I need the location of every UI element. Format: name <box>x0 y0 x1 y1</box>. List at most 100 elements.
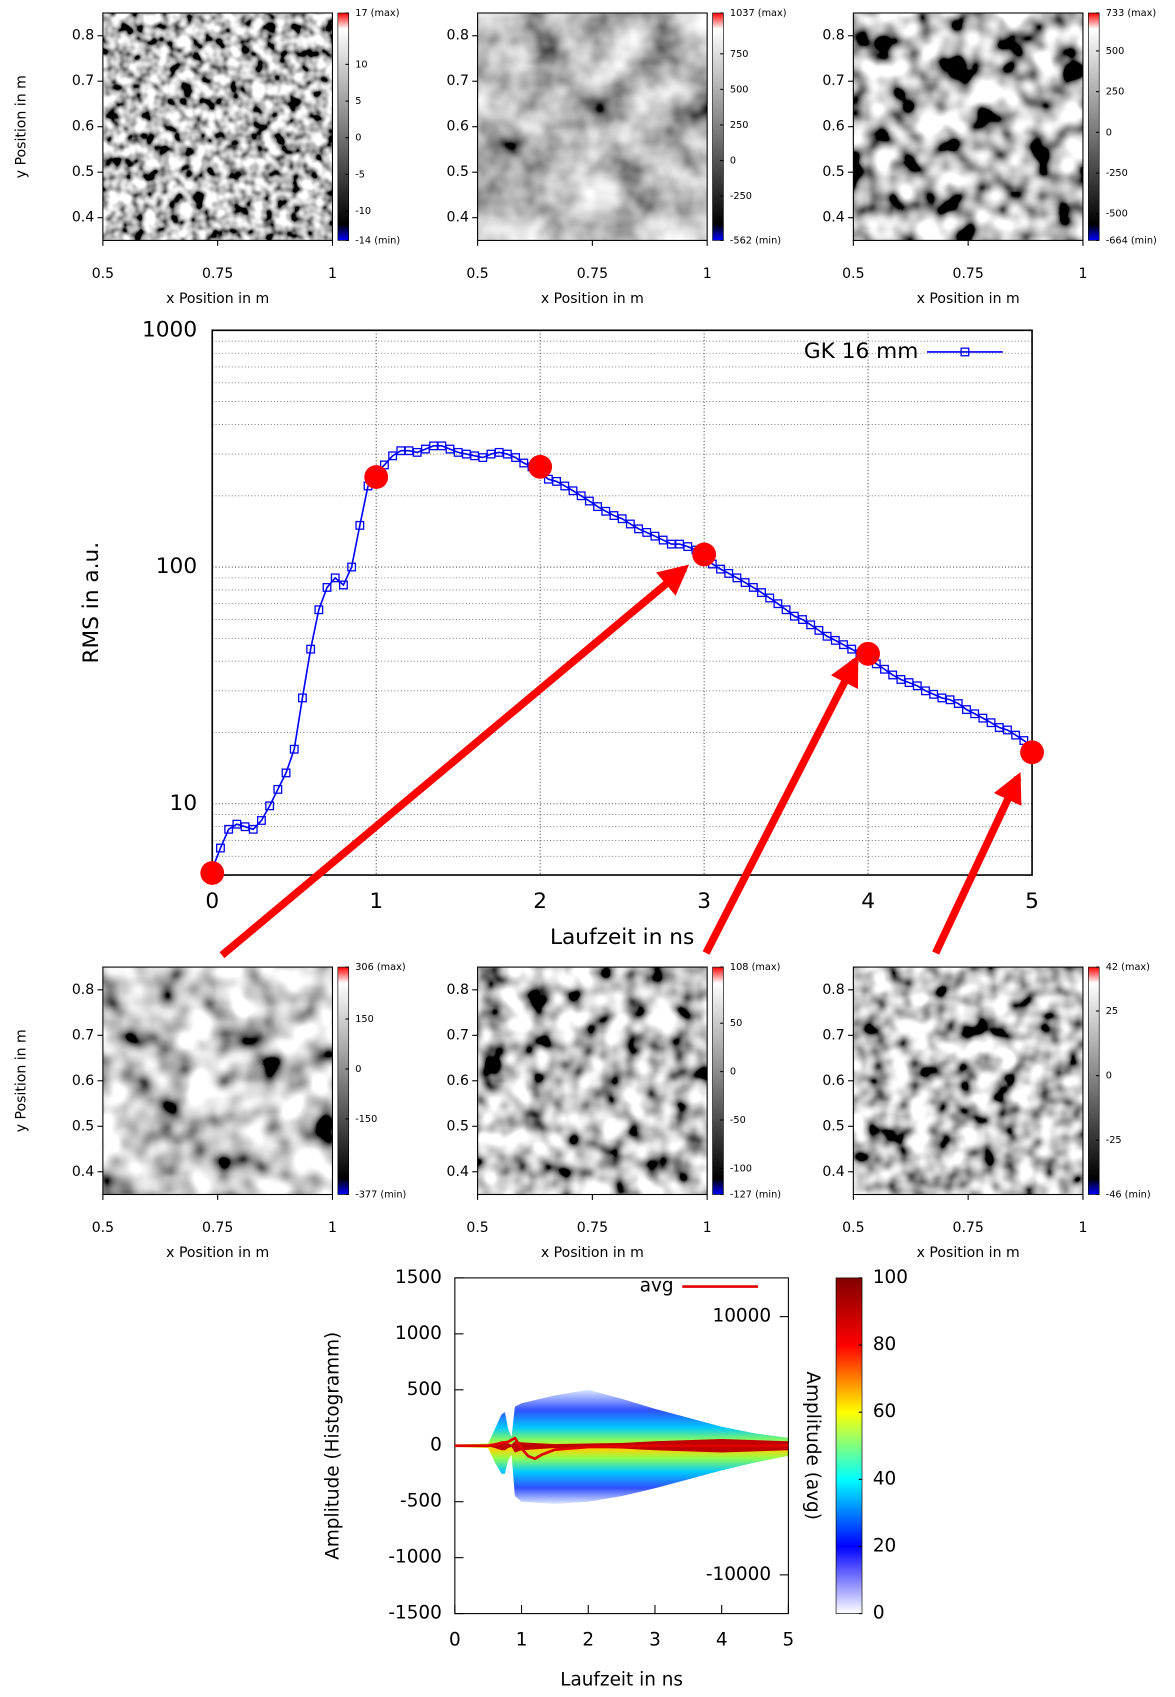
x-tick-label: 3 <box>649 1630 661 1651</box>
colorbar-ticks: -664 (min) -500 -250 0 250 500 733 (max) <box>1095 8 1157 246</box>
colorbar-tick-label: 150 <box>355 1014 374 1025</box>
colorbar-tick-label: -5 <box>355 169 365 180</box>
x-tick-label: 0.75 <box>202 266 233 282</box>
point-marker <box>593 502 603 512</box>
y-tick-label: 0.4 <box>447 1164 469 1180</box>
x-tick-label: 0.5 <box>92 1220 114 1236</box>
point-marker <box>584 496 594 506</box>
colorbar-ticks: -46 (min) -25 0 25 42 (max) <box>1095 962 1151 1201</box>
y-tick-label: -1000 <box>388 1547 441 1568</box>
y-tick-label: 0.5 <box>447 1118 469 1134</box>
x-tick-label: 3 <box>697 889 711 914</box>
y-axis-label: y Position in m <box>14 1029 30 1132</box>
point-marker <box>625 519 635 529</box>
colorbar-tick-label: 40 <box>873 1468 896 1489</box>
heatmap-field <box>477 967 708 1195</box>
y-tick-label: 0.7 <box>72 1027 94 1043</box>
y-tick-label: 10 <box>170 791 198 816</box>
colorbar-ticks: -14 (min) -10 -5 0 5 10 17 (max) <box>345 8 400 246</box>
point-marker <box>986 718 996 728</box>
y-axis-label: Amplitude (Histogramm) <box>323 1332 344 1560</box>
colorbar-ticks: -377 (min) -150 0 150 306 (max) <box>345 962 406 1201</box>
colorbar-tick-label: 108 (max) <box>730 962 780 973</box>
x-tick-label: 0 <box>449 1630 461 1651</box>
y-tick-label: 0.4 <box>822 1164 844 1180</box>
x-tick-label: 2 <box>533 889 547 914</box>
y-tick-label: 0.6 <box>822 119 844 135</box>
colorbar-tick-label: -250 <box>730 191 752 202</box>
x-tick-label: 0.5 <box>842 1220 864 1236</box>
y-axis-label: y Position in m <box>14 75 30 178</box>
x-tick-label: 1 <box>328 266 337 282</box>
point-marker <box>338 580 348 590</box>
arrow <box>702 655 859 955</box>
highlight-point <box>364 465 389 489</box>
x-tick-label: 0.75 <box>577 266 608 282</box>
y-tick-label: 0.6 <box>72 1073 94 1089</box>
y-tick-label: 0.6 <box>447 119 469 135</box>
y-tick-label: 0 <box>430 1435 442 1456</box>
y-tick-label: 0.5 <box>822 164 844 180</box>
point-marker <box>1011 730 1021 740</box>
colorbar <box>337 12 350 241</box>
y-axis-label: RMS in a.u. <box>79 542 104 664</box>
y-tick-label: 0.7 <box>822 1027 844 1043</box>
point-marker <box>330 573 340 583</box>
point-marker <box>552 476 562 486</box>
x-axis-label: x Position in m <box>541 1245 644 1261</box>
heatmap-panel: 0.5 0.75 1 0.4 0.5 0.6 0.7 0.8 x Position in m y … <box>14 962 407 1261</box>
heatmap-field <box>102 13 333 241</box>
colorbar-tick-label: -664 (min) <box>1106 235 1157 246</box>
x-tick-label: 0.75 <box>953 266 984 282</box>
x-axis-label: x Position in m <box>166 1245 269 1261</box>
heatmap-field <box>853 967 1083 1195</box>
x-tick-label: 0.75 <box>953 1220 984 1236</box>
x-tick-label: 1 <box>328 1220 337 1236</box>
point-marker <box>748 583 758 592</box>
heatmap-panel: 0.5 0.75 1 0.4 0.5 0.6 0.7 0.8 x Position in m -6… <box>822 8 1157 307</box>
colorbar-tick-label: 1037 (max) <box>730 8 787 19</box>
point-marker <box>724 568 734 578</box>
x-tick-label: 4 <box>716 1630 728 1651</box>
colorbar-ticks: 0 20 40 60 80 100 <box>858 1267 908 1624</box>
colorbar-ticks: -562 (min) -250 0 250 500 750 1037 (max) <box>720 8 787 246</box>
heatmap-field <box>102 967 333 1195</box>
series-line <box>454 1436 789 1461</box>
colorbar-tick-label: 80 <box>873 1334 896 1355</box>
y-tick-label: -1500 <box>388 1603 441 1624</box>
heatmap-panel: 0.5 0.75 1 0.4 0.5 0.6 0.7 0.8 x Position in m -1… <box>447 962 782 1261</box>
colorbar-tick-label: 0 <box>730 155 736 166</box>
x-tick-label: 0.5 <box>92 266 114 282</box>
heatmap-panel: 0.5 0.75 1 0.4 0.5 0.6 0.7 0.8 x Position in m y … <box>14 8 401 307</box>
x-axis-label: Laufzeit in ns <box>560 1670 683 1691</box>
point-marker <box>765 593 775 603</box>
y-tick-label: 0.8 <box>822 982 844 998</box>
y-tick-label: 0.5 <box>447 164 469 180</box>
y-tick-label: 0.8 <box>447 982 469 998</box>
point-marker <box>773 599 783 609</box>
x-tick-label: 0.5 <box>842 266 864 282</box>
arrow <box>219 564 690 959</box>
y2-tick-label: 10000 <box>712 1306 771 1327</box>
point-marker <box>314 605 324 615</box>
y-tick-label: 0.7 <box>72 73 94 89</box>
x-tick-label: 0.5 <box>466 1220 488 1236</box>
y-tick-label: 0.8 <box>72 982 94 998</box>
heatmap-panel: 0.5 0.75 1 0.4 0.5 0.6 0.7 0.8 x Position in m -4… <box>822 962 1150 1261</box>
colorbar-tick-label: 733 (max) <box>1106 8 1156 19</box>
heatmap-panel: 0.5 0.75 1 0.4 0.5 0.6 0.7 0.8 x Position in m -5… <box>447 8 787 307</box>
colorbar-tick-label: -46 (min) <box>1106 1190 1151 1201</box>
colorbar-tick-label: 50 <box>730 1018 742 1029</box>
point-marker <box>322 583 332 592</box>
point-marker <box>289 744 299 754</box>
point-marker <box>355 520 365 530</box>
point-marker <box>847 644 857 654</box>
point-marker <box>224 824 234 834</box>
colorbar-tick-label: 42 (max) <box>1106 962 1150 973</box>
x-tick-label: 0 <box>205 889 219 914</box>
y-tick-label: 0.8 <box>72 28 94 44</box>
point-marker <box>347 562 357 572</box>
point-marker <box>953 699 963 709</box>
colorbar-tick-label: -50 <box>730 1115 746 1126</box>
y-tick-label: 0.4 <box>72 1164 94 1180</box>
